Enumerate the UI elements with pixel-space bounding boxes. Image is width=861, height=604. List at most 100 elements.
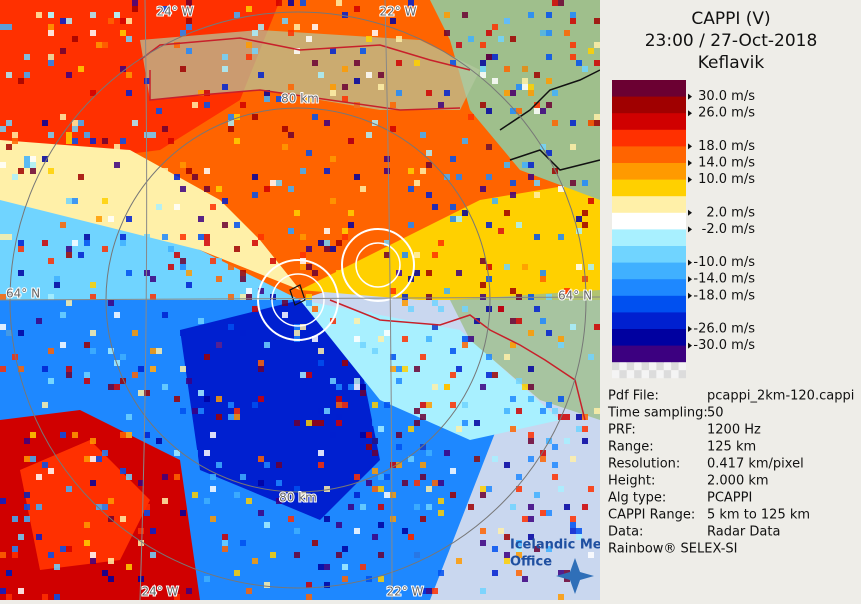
echo-pixel (522, 384, 528, 390)
echo-pixel (498, 228, 504, 234)
echo-pixel (318, 462, 324, 468)
echo-pixel (264, 582, 270, 588)
echo-pixel (462, 138, 468, 144)
echo-pixel (234, 138, 240, 144)
echo-pixel (84, 378, 90, 384)
echo-pixel (432, 384, 438, 390)
echo-pixel (510, 396, 516, 402)
echo-pixel (486, 408, 492, 414)
echo-pixel (174, 42, 180, 48)
echo-pixel (426, 402, 432, 408)
echo-pixel (204, 102, 210, 108)
echo-pixel (546, 102, 552, 108)
echo-pixel (66, 198, 72, 204)
range-ring (105, 107, 491, 493)
echo-pixel (270, 294, 276, 300)
echo-pixel (324, 120, 330, 126)
echo-pixel (222, 546, 228, 552)
legend-swatch (649, 370, 657, 379)
echo-pixel (480, 588, 486, 594)
echo-pixel (132, 120, 138, 126)
echo-pixel (570, 516, 576, 522)
echo-pixel (198, 408, 204, 414)
map-label: 64° N (6, 287, 40, 301)
legend-label: 30.0 m/s (698, 89, 755, 104)
echo-pixel (288, 228, 294, 234)
echo-pixel (300, 564, 306, 570)
echo-pixel (444, 12, 450, 18)
legend-label: 10.0 m/s (698, 172, 755, 187)
echo-pixel (408, 306, 414, 312)
echo-pixel (426, 294, 432, 300)
echo-pixel (12, 174, 18, 180)
echo-pixel (114, 144, 120, 150)
echo-pixel (294, 48, 300, 54)
echo-pixel (180, 30, 186, 36)
echo-pixel (492, 372, 498, 378)
echo-pixel (396, 132, 402, 138)
echo-pixel (90, 330, 96, 336)
echo-pixel (474, 414, 480, 420)
echo-pixel (312, 336, 318, 342)
echo-pixel (378, 336, 384, 342)
echo-pixel (336, 402, 342, 408)
legend-label: -2.0 m/s (702, 222, 756, 237)
echo-pixel (324, 408, 330, 414)
echo-pixel (516, 84, 522, 90)
echo-pixel (366, 36, 372, 42)
echo-pixel (408, 402, 414, 408)
info-key: Height: (608, 474, 655, 489)
echo-pixel (378, 552, 384, 558)
echo-pixel (282, 300, 288, 306)
echo-pixel (126, 414, 132, 420)
meridian (139, 0, 148, 601)
echo-pixel (78, 174, 84, 180)
echo-pixel (504, 558, 510, 564)
echo-pixel (414, 60, 420, 66)
echo-pixel (120, 138, 126, 144)
legend-swatch (619, 362, 627, 371)
echo-pixel (48, 468, 54, 474)
echo-pixel (240, 330, 246, 336)
echo-pixel (420, 474, 426, 480)
echo-pixel (300, 252, 306, 258)
echo-pixel (198, 390, 204, 396)
echo-pixel (372, 570, 378, 576)
echo-pixel (150, 528, 156, 534)
echo-pixel (96, 126, 102, 132)
echo-pixel (0, 588, 6, 594)
echo-pixel (420, 354, 426, 360)
echo-pixel (354, 174, 360, 180)
echo-pixel (528, 504, 534, 510)
echo-pixel (342, 576, 348, 582)
echo-pixel (372, 420, 378, 426)
info-key: PRF: (608, 423, 636, 438)
echo-pixel (432, 204, 438, 210)
echo-pixel (300, 492, 306, 498)
echo-pixel (486, 54, 492, 60)
echo-pixel (192, 408, 198, 414)
legend-swatch (612, 179, 686, 197)
echo-pixel (120, 468, 126, 474)
echo-pixel (480, 492, 486, 498)
echo-pixel (48, 168, 54, 174)
echo-pixel (378, 576, 384, 582)
echo-pixel (396, 432, 402, 438)
legend-swatch (612, 345, 686, 363)
echo-pixel (102, 138, 108, 144)
legend-swatch (612, 163, 686, 181)
echo-pixel (378, 426, 384, 432)
echo-pixel (594, 408, 600, 414)
echo-pixel (294, 324, 300, 330)
echo-pixel (66, 72, 72, 78)
echo-pixel (390, 144, 396, 150)
echo-pixel (24, 156, 30, 162)
echo-pixel (426, 588, 432, 594)
echo-pixel (18, 240, 24, 246)
legend-label: 14.0 m/s (698, 156, 755, 171)
echo-pixel (480, 540, 486, 546)
info-value: PCAPPI (707, 491, 752, 506)
echo-pixel (552, 444, 558, 450)
echo-pixel (294, 210, 300, 216)
echo-pixel (150, 552, 156, 558)
